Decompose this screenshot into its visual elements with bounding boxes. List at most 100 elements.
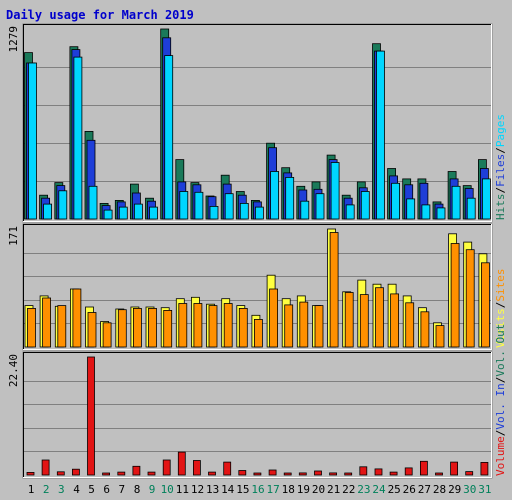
legend-entry: Files	[494, 154, 507, 187]
x-tick-label: 7	[118, 483, 125, 496]
chart-panels: 1279Hits/Files/Pages171Visits/Sites22.40…	[7, 23, 507, 479]
x-tick-label: 21	[327, 483, 340, 496]
x-tick-label: 16	[251, 483, 264, 496]
bar-sites-day-28	[435, 325, 445, 348]
x-tick-label: 25	[388, 483, 401, 496]
bar-pages-day-22	[345, 204, 355, 220]
y-max-label: 1279	[7, 26, 20, 53]
x-tick-label: 8	[134, 483, 141, 496]
bar-volume-day-21	[329, 472, 338, 476]
x-tick-label: 13	[206, 483, 219, 496]
bar-volume-day-19	[298, 472, 307, 476]
bar-sites-day-18	[284, 304, 294, 348]
bar-pages-day-2	[43, 203, 52, 220]
panel-legend: Hits/Files/Pages	[494, 114, 507, 220]
legend-entry: /	[494, 430, 507, 437]
bar-sites-day-3	[57, 305, 67, 348]
bar-pages-day-15	[239, 202, 249, 220]
bar-pages-day-25	[391, 182, 401, 220]
x-tick-label: 1	[28, 483, 35, 496]
bar-sites-day-13	[208, 305, 218, 348]
bar-sites-day-24	[375, 287, 384, 348]
x-tick-label: 22	[342, 483, 355, 496]
bar-volume-day-17	[268, 469, 277, 476]
bar-sites-day-20	[314, 305, 324, 348]
bar-pages-day-23	[360, 191, 370, 220]
bar-pages-day-1	[28, 62, 37, 220]
bar-pages-day-17	[270, 171, 280, 220]
bar-sites-day-16	[253, 318, 263, 348]
legend-entry: /	[494, 302, 507, 309]
bar-volume-day-9	[147, 471, 156, 476]
bar-volume-day-13	[208, 471, 216, 476]
bar-volume-day-12	[192, 460, 201, 476]
chart-title: Daily usage for March 2019	[6, 8, 194, 22]
legend-entry: Hits	[494, 194, 507, 221]
bar-sites-day-15	[238, 307, 248, 348]
bar-volume-day-5	[87, 356, 95, 476]
x-tick-label: 14	[221, 483, 235, 496]
x-tick-label: 3	[58, 483, 65, 496]
bar-sites-day-7	[117, 309, 127, 348]
bar-pages-day-20	[315, 193, 325, 220]
y-max-label: 22.40	[7, 354, 20, 387]
bar-volume-day-23	[359, 466, 368, 476]
legend-entry: Volume	[494, 436, 507, 476]
bar-volume-day-7	[117, 471, 126, 476]
bar-sites-day-19	[299, 301, 309, 348]
bar-volume-day-25	[389, 471, 398, 476]
x-tick-label: 4	[73, 483, 80, 496]
bar-sites-day-29	[450, 243, 460, 348]
bar-pages-day-13	[209, 205, 219, 220]
bar-pages-day-30	[466, 197, 476, 220]
bar-sites-day-17	[269, 288, 279, 348]
bar-pages-day-11	[179, 191, 189, 220]
bar-pages-day-3	[58, 190, 68, 220]
x-tick-label: 2	[43, 483, 50, 496]
bar-volume-day-27	[419, 460, 428, 476]
bar-pages-day-10	[164, 55, 174, 220]
bar-volume-day-1	[26, 471, 35, 476]
bar-sites-day-27	[420, 311, 430, 348]
legend-entry: Sites	[494, 269, 507, 302]
x-tick-label: 19	[297, 483, 310, 496]
bar-volume-day-16	[253, 472, 262, 476]
bar-pages-day-12	[194, 191, 204, 220]
bar-volume-day-26	[404, 467, 413, 476]
bar-pages-day-21	[330, 162, 340, 220]
x-tick-label: 9	[149, 483, 156, 496]
bar-volume-day-18	[283, 472, 292, 476]
bar-sites-day-4	[72, 288, 82, 348]
legend-entry: Vol. Out	[494, 324, 507, 377]
bar-sites-day-11	[178, 303, 188, 348]
bar-sites-day-1	[27, 307, 36, 348]
bar-sites-day-22	[344, 292, 354, 348]
x-axis-day-labels: 1 2 3 4 5 6 7 8 9 10 11 12 13 14 15 16 17 18 19 20 21 22 23 24 2…	[28, 483, 492, 496]
bar-pages-day-5	[88, 185, 98, 220]
x-tick-label: 24	[372, 483, 386, 496]
bar-pages-day-4	[73, 56, 83, 220]
bar-sites-day-23	[359, 294, 369, 348]
bar-pages-day-19	[300, 200, 310, 220]
bar-sites-day-2	[42, 297, 51, 348]
bar-sites-day-31	[480, 262, 490, 348]
bar-volume-day-2	[41, 459, 50, 476]
x-tick-label: 12	[191, 483, 204, 496]
bar-sites-day-12	[193, 303, 203, 348]
bar-sites-day-10	[163, 309, 173, 348]
bar-pages-day-16	[254, 206, 264, 220]
x-tick-label: 17	[266, 483, 279, 496]
x-tick-label: 6	[103, 483, 110, 496]
bar-sites-day-8	[132, 307, 142, 348]
bar-volume-day-8	[132, 465, 141, 476]
x-tick-label: 28	[433, 483, 446, 496]
x-tick-label: 5	[88, 483, 95, 496]
y-max-label: 171	[7, 226, 20, 246]
bar-sites-day-14	[223, 303, 233, 348]
x-tick-label: 23	[357, 483, 370, 496]
bar-sites-day-9	[148, 307, 157, 348]
legend-entry: /	[494, 377, 507, 384]
legend-entry: Pages	[494, 114, 507, 147]
bar-pages-day-28	[436, 207, 446, 220]
